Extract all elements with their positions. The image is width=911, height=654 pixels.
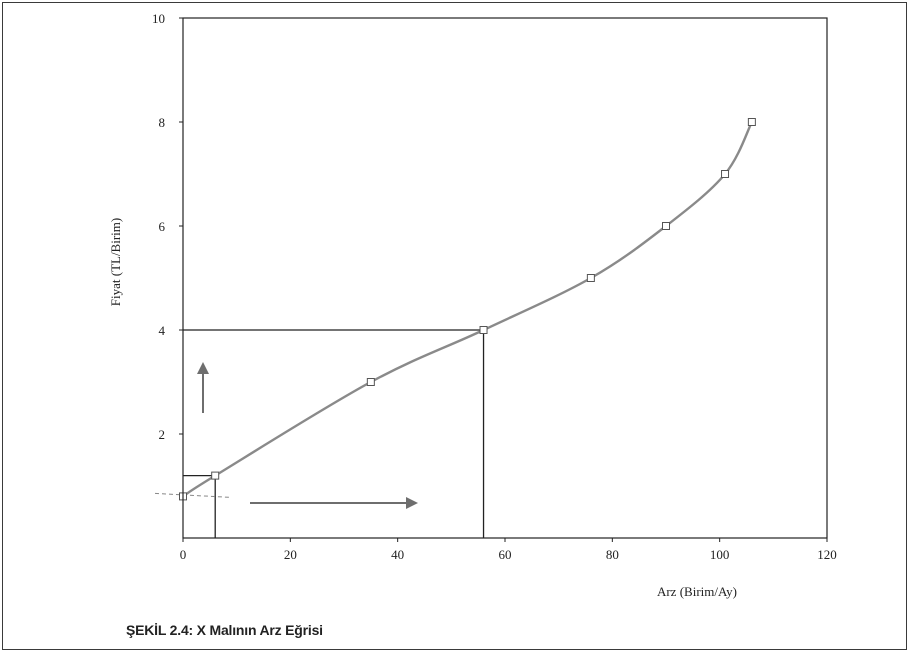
direction-arrows <box>197 362 418 509</box>
intercept-guide <box>154 492 232 498</box>
supply-curve-line <box>182 121 753 498</box>
y-tick-label: 10 <box>152 11 165 26</box>
x-tick-label: 120 <box>817 547 837 562</box>
data-point-marker <box>721 170 730 178</box>
tick-labels: 0 20 40 60 80 100 120 2 4 6 8 10 <box>152 11 837 562</box>
y-tick-label: 4 <box>159 323 166 338</box>
data-point-marker <box>662 222 670 230</box>
x-tick-label: 60 <box>499 547 512 562</box>
data-point-marker <box>211 471 220 480</box>
series-layer <box>179 118 756 501</box>
x-axis-title: Arz (Birim/Ay) <box>657 584 737 599</box>
data-point-marker <box>747 118 756 126</box>
data-point-marker <box>586 274 595 282</box>
plot-border <box>182 17 828 539</box>
x-tick-label: 20 <box>284 547 297 562</box>
right-arrow-head <box>406 497 418 509</box>
y-tick-label: 2 <box>159 427 166 442</box>
guide-lines <box>154 329 485 538</box>
data-point-marker <box>479 326 488 334</box>
x-tick-label: 80 <box>606 547 619 562</box>
x-tick-label: 40 <box>391 547 404 562</box>
y-tick-label: 6 <box>159 219 166 234</box>
axes <box>182 17 828 539</box>
y-tick-label: 8 <box>159 115 166 130</box>
figure-caption: ŞEKİL 2.4: X Malının Arz Eğrisi <box>126 622 323 638</box>
x-tick-label: 0 <box>180 547 187 562</box>
up-arrow-head <box>197 362 209 374</box>
y-axis-title: Fiyat (TL/Birim) <box>108 218 123 306</box>
data-point-marker <box>366 378 375 386</box>
x-tick-label: 100 <box>710 547 730 562</box>
